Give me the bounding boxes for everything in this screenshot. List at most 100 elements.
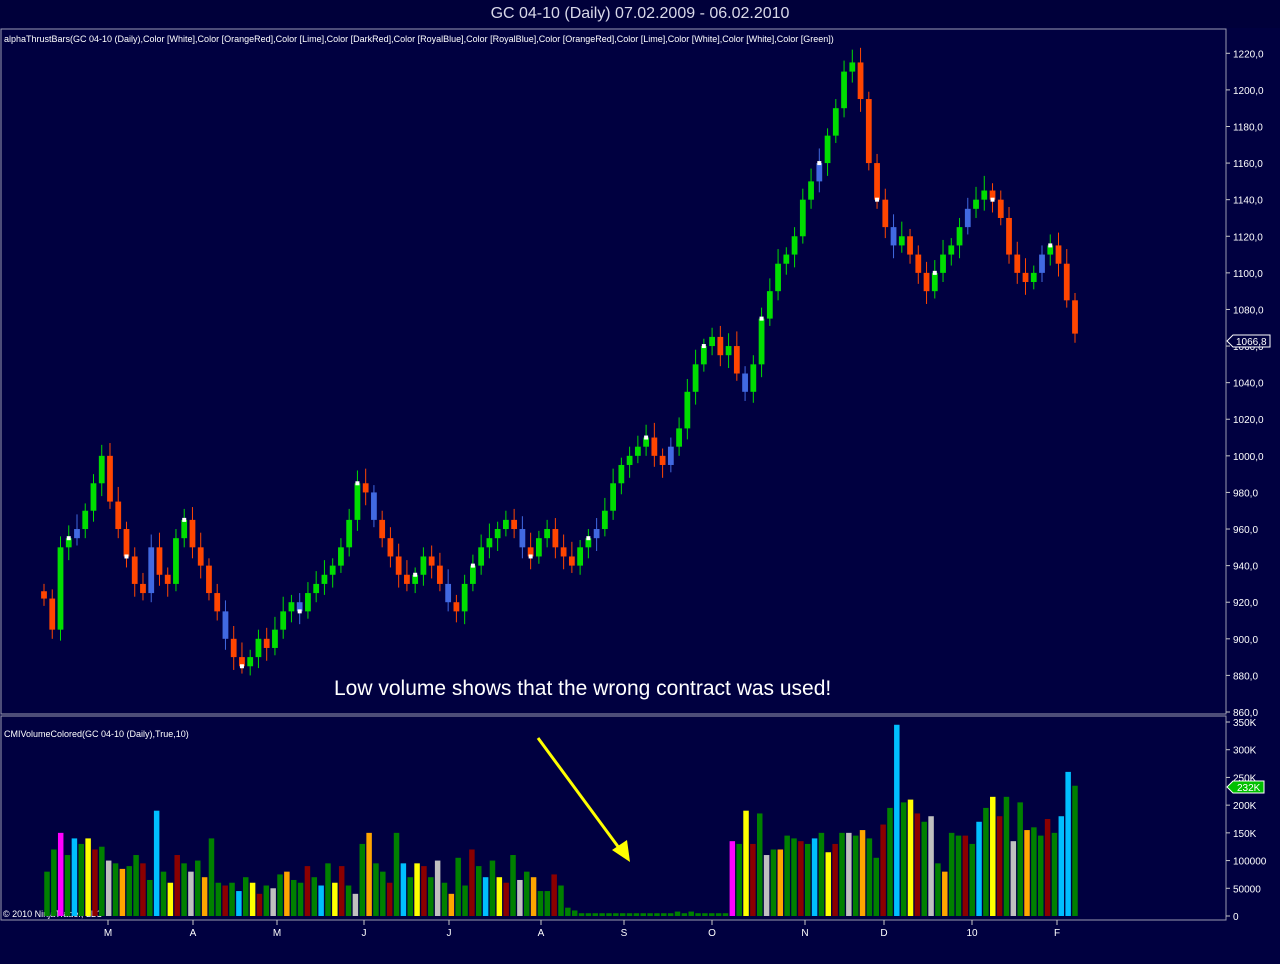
volume-bar bbox=[332, 882, 338, 916]
price-bar bbox=[329, 565, 336, 575]
price-tick-label: 1120,0 bbox=[1233, 232, 1263, 243]
volume-bar bbox=[277, 874, 283, 916]
price-bar bbox=[98, 455, 105, 484]
price-bar bbox=[535, 538, 542, 557]
price-bar bbox=[956, 227, 963, 246]
price-bar bbox=[453, 602, 460, 612]
volume-bar bbox=[1051, 832, 1058, 916]
volume-bar bbox=[832, 843, 838, 916]
volume-bar bbox=[393, 832, 400, 916]
time-tick-label: O bbox=[708, 928, 716, 939]
price-bar bbox=[775, 263, 781, 292]
price-bar bbox=[593, 529, 600, 539]
volume-bar bbox=[791, 838, 797, 916]
price-bar bbox=[824, 135, 831, 164]
price-bar bbox=[247, 657, 254, 667]
volume-bar bbox=[229, 882, 235, 916]
volume-tick-label: 50000 bbox=[1233, 884, 1261, 895]
volume-bar bbox=[99, 846, 105, 916]
volume-bar bbox=[380, 871, 386, 916]
price-bar bbox=[1030, 272, 1037, 283]
volume-bar bbox=[571, 910, 578, 916]
price-bar bbox=[667, 446, 674, 465]
price-bar-marker bbox=[66, 536, 71, 541]
price-bar bbox=[197, 547, 204, 566]
price-bar-marker bbox=[759, 316, 764, 321]
price-axis: 860,0 880,0 900,0 920,0 940,0 960,0 980,0 1000,… bbox=[1226, 49, 1264, 719]
price-bar bbox=[49, 598, 56, 630]
volume-bar bbox=[421, 866, 427, 916]
price-bar bbox=[148, 547, 155, 594]
price-bar bbox=[115, 501, 122, 530]
volume-bar bbox=[880, 824, 886, 916]
volume-bar bbox=[743, 810, 749, 916]
volume-axis: 0 50000 100000 150K 200K 250K 300K 350K bbox=[1226, 718, 1267, 923]
price-bar bbox=[742, 373, 748, 392]
price-bar bbox=[865, 99, 872, 164]
volume-bar bbox=[222, 885, 228, 916]
price-panel[interactable] bbox=[0, 28, 1227, 715]
price-bar bbox=[882, 199, 889, 228]
volume-bar bbox=[619, 913, 626, 916]
price-bar-marker bbox=[932, 270, 937, 275]
volume-bar bbox=[640, 913, 646, 916]
volume-bar bbox=[839, 832, 845, 916]
volume-bar bbox=[900, 802, 907, 916]
price-bar bbox=[552, 529, 559, 548]
price-bar bbox=[874, 163, 880, 200]
volume-bar bbox=[544, 891, 551, 916]
volume-bar bbox=[517, 879, 523, 916]
volume-bar bbox=[873, 857, 879, 916]
volume-tick-label: 0 bbox=[1233, 912, 1239, 923]
price-bar bbox=[478, 547, 485, 566]
last-volume-marker: 232K bbox=[1226, 780, 1265, 794]
price-tick-label: 1220,0 bbox=[1233, 49, 1264, 60]
price-bar bbox=[610, 483, 616, 511]
price-bar bbox=[568, 556, 575, 566]
annotation-arrow bbox=[536, 737, 624, 853]
price-bar bbox=[577, 547, 584, 566]
price-tick-label: 960,0 bbox=[1233, 525, 1258, 536]
volume-bar bbox=[948, 832, 955, 916]
time-tick-label: 10 bbox=[966, 928, 978, 939]
volume-bar bbox=[366, 832, 372, 916]
volume-bar bbox=[1037, 835, 1044, 916]
price-bar bbox=[931, 272, 938, 292]
volume-bar bbox=[736, 843, 742, 916]
price-bar bbox=[362, 483, 369, 493]
volume-bar bbox=[523, 871, 530, 916]
volume-bar bbox=[1044, 819, 1051, 916]
volume-bar bbox=[57, 832, 64, 916]
price-bar bbox=[948, 245, 955, 255]
price-bar bbox=[313, 583, 320, 594]
volume-bar bbox=[208, 838, 215, 916]
price-bar bbox=[940, 254, 946, 273]
price-bar bbox=[288, 602, 295, 612]
volume-bar bbox=[153, 810, 160, 916]
volume-bar bbox=[290, 879, 297, 916]
price-bar bbox=[206, 565, 212, 594]
volume-bar bbox=[777, 849, 784, 916]
price-bar bbox=[783, 254, 790, 264]
volume-bar bbox=[613, 913, 619, 916]
price-bar-marker bbox=[239, 664, 244, 669]
price-tick-label: 1080,0 bbox=[1233, 305, 1264, 316]
price-tick-label: 1160,0 bbox=[1233, 159, 1263, 170]
volume-bar bbox=[325, 863, 331, 916]
price-bar bbox=[519, 529, 526, 548]
price-bar bbox=[296, 602, 303, 612]
price-bar-marker bbox=[1048, 243, 1053, 248]
price-bar bbox=[57, 547, 64, 630]
volume-bar bbox=[976, 821, 982, 916]
time-tick-label: F bbox=[1054, 928, 1060, 939]
price-bar bbox=[272, 629, 278, 648]
volume-bar bbox=[359, 843, 365, 916]
volume-bar bbox=[866, 838, 873, 916]
volume-bar bbox=[1010, 841, 1017, 916]
price-tick-label: 1140,0 bbox=[1233, 196, 1263, 207]
volume-bar bbox=[414, 863, 420, 916]
price-bar-marker bbox=[297, 609, 302, 614]
volume-bar bbox=[105, 860, 112, 916]
price-bar bbox=[263, 638, 270, 648]
